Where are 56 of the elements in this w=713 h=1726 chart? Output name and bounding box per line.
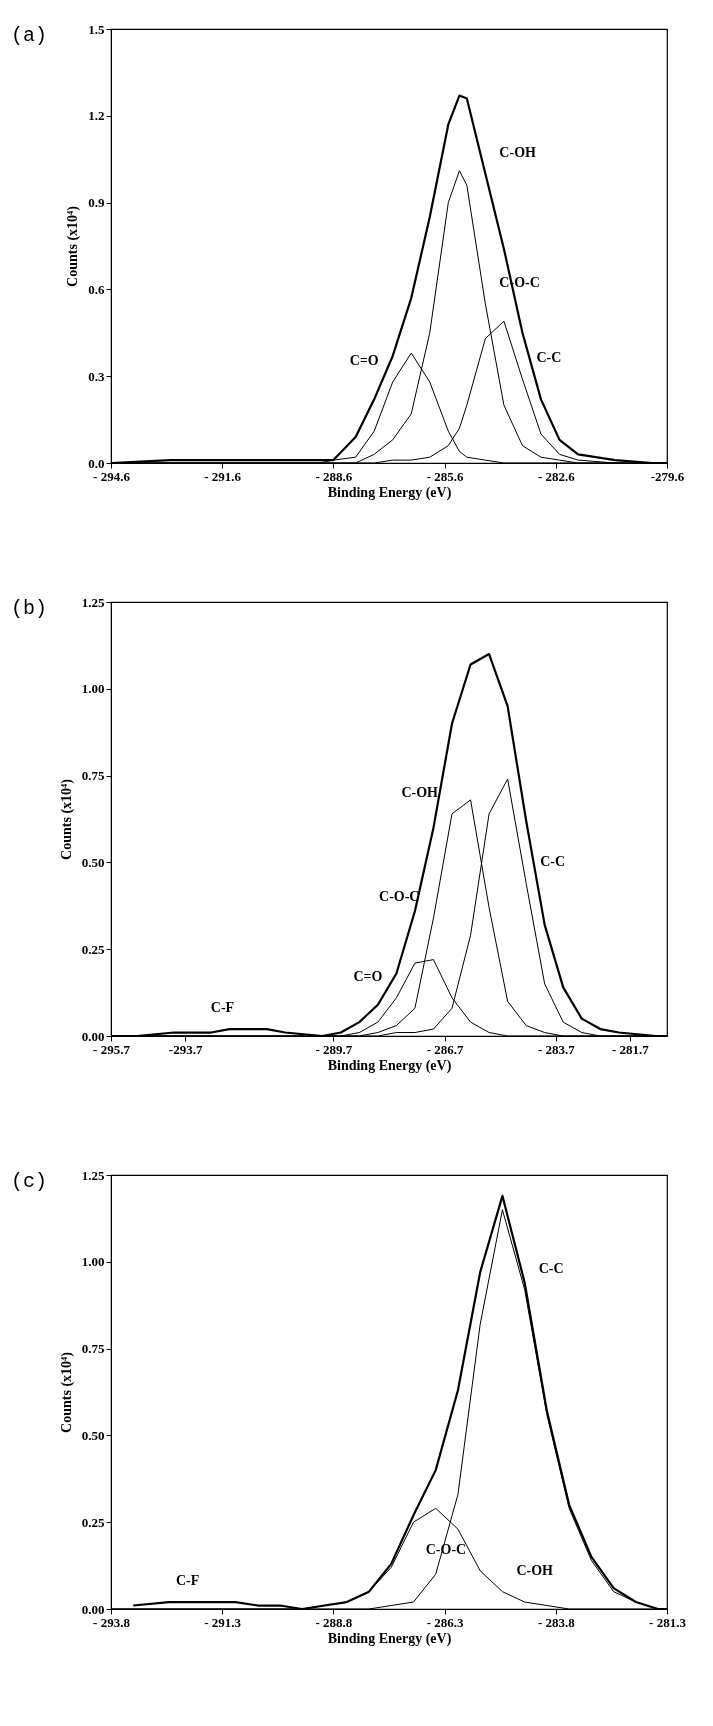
y-axis-title: Counts (x10⁴) bbox=[58, 1351, 75, 1433]
y-tick-label: 0.00 bbox=[81, 1028, 105, 1044]
y-tick-label: 1.25 bbox=[81, 594, 105, 610]
y-tick-label: 0.75 bbox=[81, 768, 105, 784]
y-tick-label: 0.75 bbox=[81, 1341, 105, 1357]
annotation: C=O bbox=[353, 968, 383, 984]
x-tick-label: - 286.3 bbox=[426, 1614, 465, 1630]
x-tick-label: - 291.6 bbox=[204, 468, 242, 484]
y-tick-label: 0.0 bbox=[88, 455, 105, 471]
y-tick-label: 1.00 bbox=[81, 1254, 105, 1270]
x-tick-label: - 281.7 bbox=[612, 1041, 650, 1057]
x-axis-title: Binding Energy (eV) bbox=[327, 1630, 452, 1647]
x-tick-label: -293.7 bbox=[168, 1041, 203, 1057]
y-tick-label: 0.25 bbox=[81, 941, 105, 957]
annotation: C-O-C bbox=[425, 1541, 467, 1557]
y-tick-label: 1.25 bbox=[81, 1167, 105, 1183]
x-tick-label: - 293.8 bbox=[93, 1614, 131, 1630]
annotation: C-C bbox=[536, 350, 562, 366]
x-tick-label: - 285.6 bbox=[426, 468, 465, 484]
x-tick-label: - 291.3 bbox=[204, 1614, 242, 1630]
annotation: C-C bbox=[538, 1260, 564, 1276]
x-tick-label: - 283.8 bbox=[537, 1614, 576, 1630]
x-tick-label: - 288.8 bbox=[315, 1614, 353, 1630]
y-axis-title: Counts (x10⁴) bbox=[58, 778, 75, 860]
annotation: C-F bbox=[175, 1573, 200, 1589]
annotation: C-OH bbox=[499, 144, 537, 160]
y-tick-label: 0.6 bbox=[88, 281, 105, 297]
x-axis-title: Binding Energy (eV) bbox=[327, 484, 452, 501]
x-axis-title: Binding Energy (eV) bbox=[327, 1057, 452, 1074]
x-tick-label: - 295.7 bbox=[93, 1041, 131, 1057]
y-tick-label: 1.2 bbox=[88, 108, 105, 124]
y-tick-label: 0.50 bbox=[81, 1427, 105, 1443]
x-tick-label: - 294.6 bbox=[93, 468, 131, 484]
annotation: C-F bbox=[210, 1000, 235, 1016]
y-tick-label: 1.5 bbox=[88, 21, 105, 37]
chart-title: (b) bbox=[11, 597, 48, 620]
x-tick-label: - 286.7 bbox=[426, 1041, 465, 1057]
annotation: C-OH bbox=[516, 1562, 554, 1578]
x-tick-label: - 288.6 bbox=[315, 468, 353, 484]
annotation: C-OH bbox=[401, 784, 439, 800]
y-tick-label: 0.9 bbox=[88, 195, 105, 211]
x-tick-label: - 289.7 bbox=[315, 1041, 353, 1057]
annotation: C=O bbox=[349, 352, 379, 368]
chart-title: (c) bbox=[11, 1170, 48, 1193]
y-tick-label: 0.25 bbox=[81, 1514, 105, 1530]
x-tick-label: - 282.6 bbox=[537, 468, 576, 484]
y-tick-label: 0.3 bbox=[88, 368, 105, 384]
y-axis-title: Counts (x10⁴) bbox=[65, 205, 82, 287]
y-tick-label: 1.00 bbox=[81, 681, 105, 697]
y-tick-label: 0.00 bbox=[81, 1601, 105, 1617]
annotation: C-C bbox=[540, 854, 566, 870]
x-tick-label: -279.6 bbox=[650, 468, 685, 484]
x-tick-label: - 283.7 bbox=[537, 1041, 576, 1057]
x-tick-label: - 281.3 bbox=[649, 1614, 687, 1630]
y-tick-label: 0.50 bbox=[81, 854, 105, 870]
chart-title: (a) bbox=[11, 24, 48, 47]
